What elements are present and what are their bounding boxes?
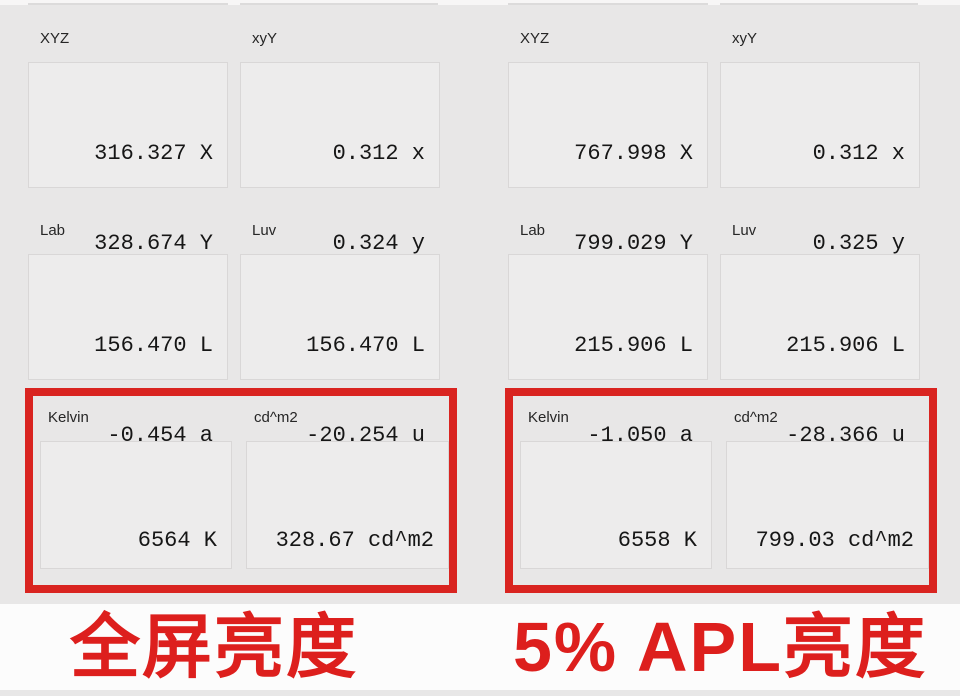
value-box-cdm2: 328.67 cd^m2 (246, 441, 449, 569)
measurement-panels: XYZ 316.327 X 328.674 Y 368.405 Z xyY 0.… (0, 0, 960, 643)
group-xyz: XYZ 767.998 X 799.029 Y 893.018 Z (508, 30, 708, 346)
row-xyz-xyy: XYZ 316.327 X 328.674 Y 368.405 Z xyY 0.… (0, 30, 480, 346)
value-line: 156.470 L (306, 333, 425, 358)
group-label-luv: Luv (732, 222, 757, 239)
value-box-kelvin: 6558 K 0.189 dab (520, 441, 712, 643)
value-line: 0.324 y (332, 231, 425, 256)
value-line: 215.906 L (786, 333, 905, 358)
cutoff-box-edge (28, 3, 228, 5)
group-luv: Luv 215.906 L -28.366 u -62.076 v (720, 222, 920, 538)
cutoff-box-edge (508, 3, 708, 5)
value-box-lab: 215.906 L -1.050 a -42.597 b (508, 254, 708, 538)
group-xyy: xyY 0.312 x 0.324 y 328.674 Y (240, 30, 440, 346)
row-xyz-xyy: XYZ 767.998 X 799.029 Y 893.018 Z xyY 0.… (480, 30, 960, 346)
value-box-xyy: 0.312 x 0.325 y 799.029 Y (720, 62, 920, 346)
group-label-lab: Lab (40, 222, 66, 239)
caption-band: 全屏亮度 5% APL亮度 (0, 604, 960, 690)
group-label-cdm2: cd^m2 (734, 409, 778, 426)
value-line: 0.325 y (812, 231, 905, 256)
value-box-luv: 215.906 L -28.366 u -62.076 v (720, 254, 920, 538)
caption-cell-fullscreen: 全屏亮度 (0, 604, 480, 690)
caption-cell-5pct-apl: 5% APL亮度 (480, 604, 960, 690)
value-line: 215.906 L (574, 333, 693, 358)
group-label-xyz: XYZ (40, 30, 70, 47)
group-xyz: XYZ 316.327 X 328.674 Y 368.405 Z (28, 30, 228, 346)
group-cdm2: cd^m2 799.03 cd^m2 (726, 409, 929, 569)
group-label-kelvin: Kelvin (48, 409, 89, 426)
value-line: 0.312 x (332, 141, 425, 166)
value-line: 328.67 cd^m2 (275, 528, 434, 553)
caption-5pct-apl-brightness: 5% APL亮度 (512, 608, 928, 686)
red-highlight-rectangle: Kelvin 6564 K 0.210 dab cd^m2 328.67 cd^… (25, 388, 457, 643)
value-line: 0.312 x (812, 141, 905, 166)
group-label-cdm2: cd^m2 (254, 409, 298, 426)
value-line: 799.03 cd^m2 (755, 528, 914, 553)
top-edge-strip (0, 0, 960, 5)
group-label-xyy: xyY (732, 30, 758, 47)
value-line: 156.470 L (94, 333, 213, 358)
value-box-xyz: 767.998 X 799.029 Y 893.018 Z (508, 62, 708, 346)
group-label-xyz: XYZ (520, 30, 550, 47)
value-line: 799.029 Y (574, 231, 693, 256)
caption-fullscreen-brightness: 全屏亮度 (70, 608, 358, 686)
value-line: 6558 K (617, 528, 697, 553)
group-label-kelvin: Kelvin (528, 409, 569, 426)
group-lab: Lab 156.470 L -0.454 a -31.999 b (28, 222, 228, 538)
value-line: 767.998 X (574, 141, 693, 166)
value-box-kelvin: 6564 K 0.210 dab (40, 441, 232, 643)
group-label-luv: Luv (252, 222, 277, 239)
row-lab-luv: Lab 156.470 L -0.454 a -31.999 b Luv 156… (0, 222, 480, 538)
group-kelvin: Kelvin 6564 K 0.210 dab (40, 409, 232, 643)
value-box-cdm2: 799.03 cd^m2 (726, 441, 929, 569)
group-xyy: xyY 0.312 x 0.325 y 799.029 Y (720, 30, 920, 346)
value-box-luv: 156.470 L -20.254 u -45.528 v (240, 254, 440, 538)
group-label-xyy: xyY (252, 30, 278, 47)
row-kelvin-cdm2: Kelvin 6564 K 0.210 dab cd^m2 328.67 cd^… (33, 409, 449, 643)
panel-fullscreen-brightness: XYZ 316.327 X 328.674 Y 368.405 Z xyY 0.… (0, 0, 480, 643)
group-lab: Lab 215.906 L -1.050 a -42.597 b (508, 222, 708, 538)
group-cdm2: cd^m2 328.67 cd^m2 (246, 409, 449, 569)
value-box-xyz: 316.327 X 328.674 Y 368.405 Z (28, 62, 228, 346)
row-lab-luv: Lab 215.906 L -1.050 a -42.597 b Luv 215… (480, 222, 960, 538)
value-box-lab: 156.470 L -0.454 a -31.999 b (28, 254, 228, 538)
cutoff-box-edge (240, 3, 438, 5)
cutoff-box-edge (720, 3, 918, 5)
value-line: 316.327 X (94, 141, 213, 166)
group-kelvin: Kelvin 6558 K 0.189 dab (520, 409, 712, 643)
value-line: 328.674 Y (94, 231, 213, 256)
value-line: 6564 K (137, 528, 217, 553)
group-label-lab: Lab (520, 222, 546, 239)
value-box-xyy: 0.312 x 0.324 y 328.674 Y (240, 62, 440, 346)
group-luv: Luv 156.470 L -20.254 u -45.528 v (240, 222, 440, 538)
panel-5pct-apl-brightness: XYZ 767.998 X 799.029 Y 893.018 Z xyY 0.… (480, 0, 960, 643)
